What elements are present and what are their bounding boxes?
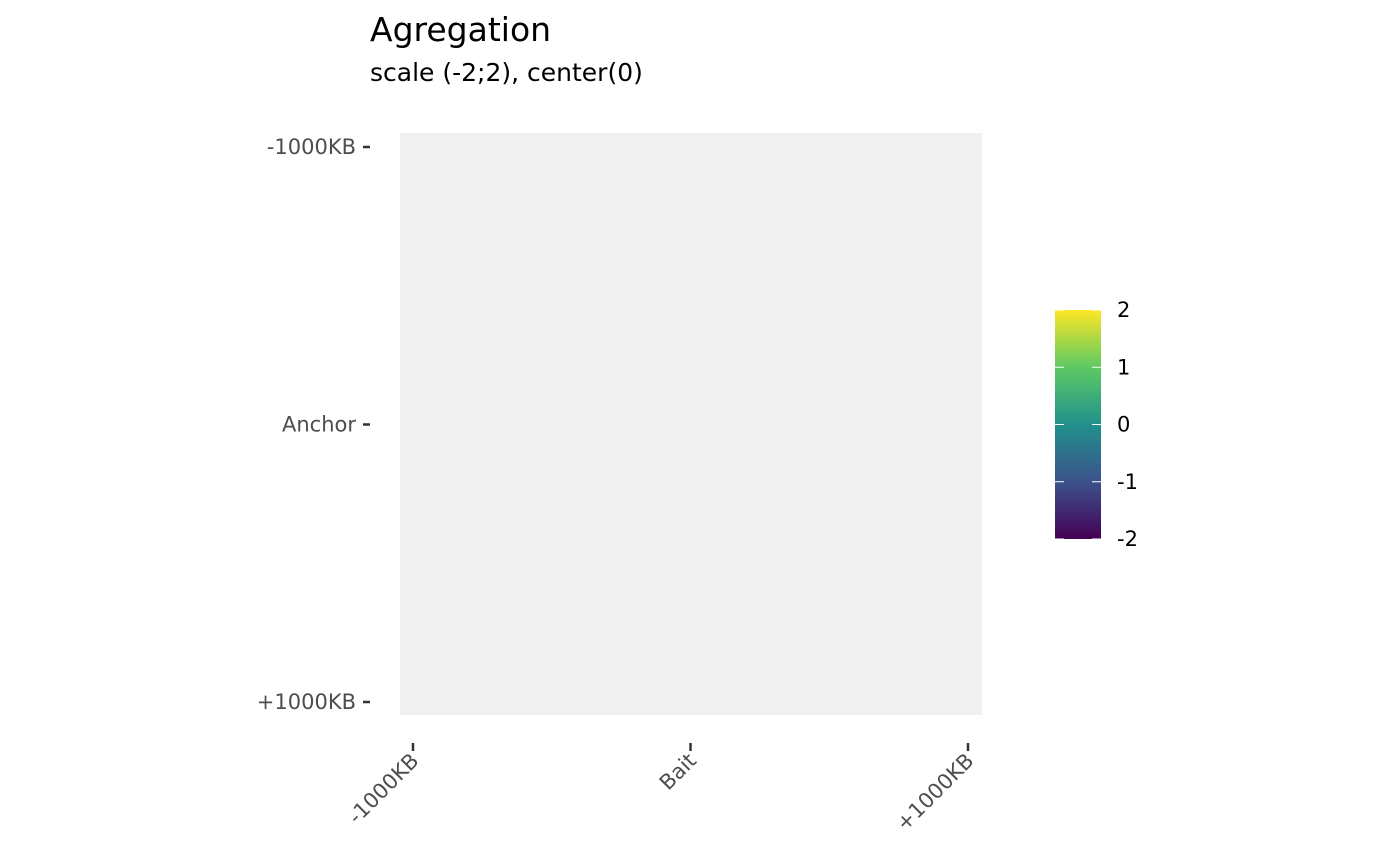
y-tick-label: +1000KB [257,690,356,714]
chart-subtitle: scale (-2;2), center(0) [370,58,643,87]
heatmap-panel [400,133,982,715]
y-axis: -1000KB Anchor +1000KB [257,135,370,714]
colorbar-tick-label: -2 [1117,527,1138,551]
colorbar-tick-label: 1 [1117,355,1130,379]
colorbar-legend: 2 1 0 -1 -2 [1055,298,1138,551]
y-tick-label: -1000KB [267,135,356,159]
chart-title: Agregation [370,10,552,49]
y-tick-label: Anchor [282,413,356,437]
x-axis: -1000KB Bait +1000KB [343,743,979,836]
colorbar-tick-label: 2 [1117,298,1130,322]
x-tick-label: Bait [655,749,701,795]
x-tick-label: -1000KB [343,749,423,829]
colorbar-tick-label: -1 [1117,470,1138,494]
x-tick-label: +1000KB [891,749,978,836]
colorbar-tick-label: 0 [1117,413,1130,437]
